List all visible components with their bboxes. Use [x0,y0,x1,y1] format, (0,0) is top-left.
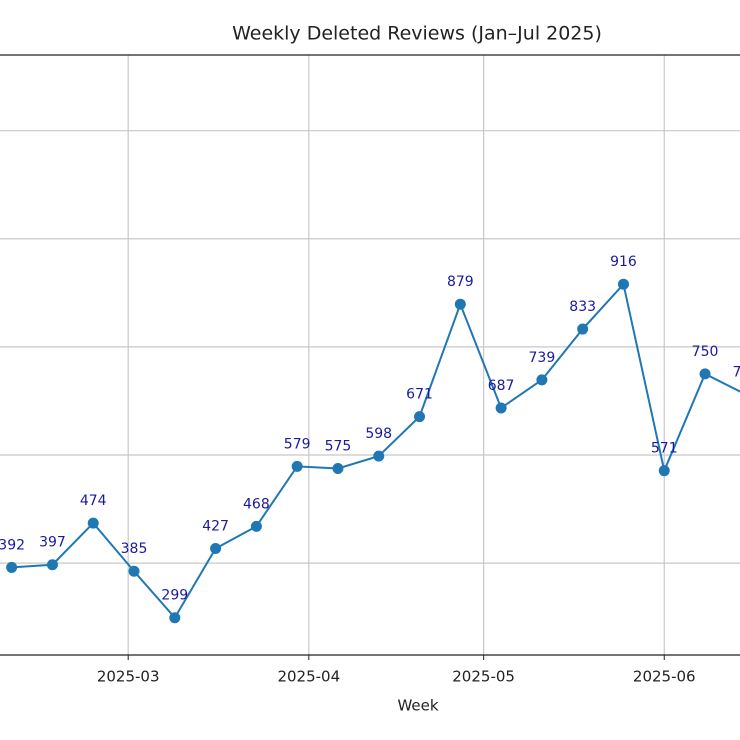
point [250,520,262,532]
point [454,298,466,310]
point [87,517,99,529]
data-label: 598 [365,426,392,442]
data-label: 916 [610,254,637,270]
point [169,612,181,624]
x-tick-label: 2025-04 [277,668,340,686]
data-label: 385 [121,541,148,557]
point [414,411,426,423]
data-label: 579 [284,436,311,452]
point [210,543,222,555]
point [617,278,629,290]
point [373,450,385,462]
data-label: 833 [569,299,596,315]
data-label: 299 [161,588,188,604]
data-label: 397 [39,535,66,551]
data-label: 427 [202,519,229,535]
point [46,559,58,571]
point [699,368,711,380]
point [291,460,303,472]
point [495,402,507,414]
data-label: 468 [243,496,270,512]
chart-title: Weekly Deleted Reviews (Jan–Jul 2025) [232,23,602,45]
data-label: 392 [0,537,25,553]
data-label: 474 [80,493,107,509]
point [128,565,140,577]
data-label: 879 [447,274,474,290]
line [11,282,740,620]
data-label: 571 [651,441,678,457]
x-tick-label: 2025-03 [97,668,160,686]
point [6,561,18,573]
point [536,374,548,386]
data-label: 739 [529,350,556,366]
data-label: 671 [406,387,433,403]
data-label: 575 [325,439,352,455]
data-label: 750 [692,344,719,360]
data-label: 712 [732,364,740,380]
x-tick-label: 2025-06 [633,668,696,686]
data-label: 687 [488,378,515,394]
x-tick-label: 2025-05 [452,668,515,686]
point [577,323,589,335]
point [332,463,344,475]
point [658,465,670,477]
x-axis-label: Week [397,697,438,715]
